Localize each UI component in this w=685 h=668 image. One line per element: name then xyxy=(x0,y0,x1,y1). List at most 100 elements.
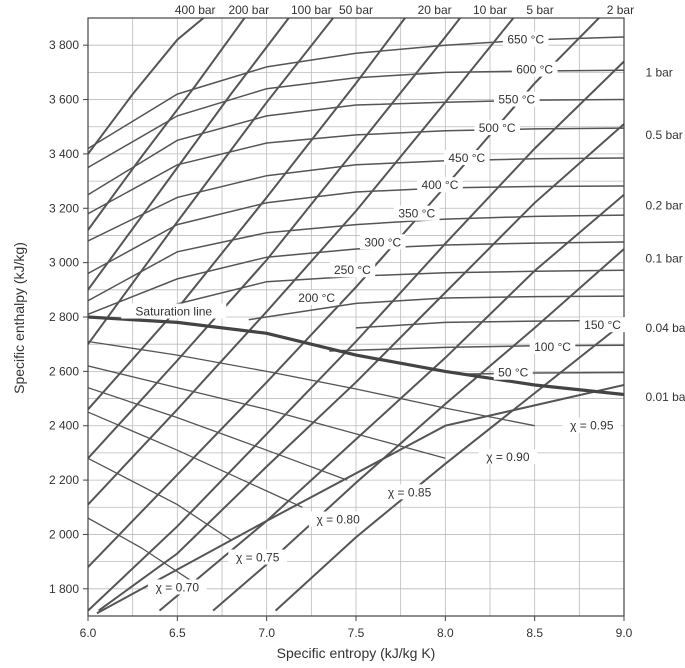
isotherm-label: 250 °C xyxy=(334,263,371,277)
chart-axes: 6.0 6.5 7.0 7.5 8.0 8.5 9.0 1 800 2 000 2 200 2 40… xyxy=(49,17,633,640)
isotherm-label-bg xyxy=(494,91,540,107)
isobar-label-bg xyxy=(169,1,222,17)
isotherm-label-bg xyxy=(329,262,376,278)
isobar-label-bg xyxy=(285,1,338,17)
isobar-line xyxy=(88,18,601,568)
x-tick-label: 8.0 xyxy=(437,626,454,640)
isobar-line xyxy=(212,248,624,612)
isobar-line xyxy=(274,321,624,612)
quality-label-bg xyxy=(380,484,439,500)
y-tick-label: 3 000 xyxy=(49,256,79,270)
isobar-line xyxy=(88,18,462,459)
isotherm-label-bg xyxy=(529,338,576,354)
isobar-label-bg xyxy=(333,1,379,17)
isotherm-label: 300 °C xyxy=(364,235,401,249)
quality-label: χ = 0.80 xyxy=(316,513,360,527)
y-tick-label: 3 200 xyxy=(49,201,79,215)
quality-line xyxy=(88,517,196,584)
isotherm-label: 50 °C xyxy=(498,366,528,380)
quality-label-bg xyxy=(228,549,288,565)
isotherm-label-bg xyxy=(502,31,549,47)
isobar-line xyxy=(88,18,407,411)
quality-label-bg xyxy=(147,579,207,595)
x-tick-label: 6.0 xyxy=(80,626,97,640)
isobar-label-bg xyxy=(467,1,513,17)
isotherm-label-bg xyxy=(511,61,558,77)
isobar-line xyxy=(88,18,290,291)
isobar-line xyxy=(88,18,206,155)
isobar-label: 100 bar xyxy=(291,3,332,17)
isobar-label: 0.1 bar xyxy=(645,252,682,266)
isobar-label: 2 bar xyxy=(607,3,634,17)
saturation-line-label-bg xyxy=(121,303,227,319)
isobar-line xyxy=(88,18,335,345)
isotherm-label: 350 °C xyxy=(398,207,435,221)
isotherm-line xyxy=(463,371,624,375)
isobar-label: 0.5 bar xyxy=(645,128,682,142)
y-tick-label: 3 800 xyxy=(49,38,79,52)
y-tick-label: 2 000 xyxy=(49,527,79,541)
isobar-line xyxy=(98,123,624,612)
quality-label: χ = 0.95 xyxy=(570,419,614,433)
y-tick-label: 3 600 xyxy=(49,93,79,107)
quality-line xyxy=(88,340,535,427)
y-tick-label: 3 400 xyxy=(49,147,79,161)
isobar-line xyxy=(96,384,624,615)
isotherm-label-bg xyxy=(393,205,440,221)
isotherm-line xyxy=(168,269,624,307)
isotherm-label: 600 °C xyxy=(516,63,553,77)
y-tick-label: 1 800 xyxy=(49,582,79,596)
isotherm-label-bg xyxy=(443,149,490,165)
isotherm-label: 450 °C xyxy=(448,151,485,165)
isobar-label: 1 bar xyxy=(645,65,672,79)
isotherm-label: 100 °C xyxy=(534,340,571,354)
isobar-label: 20 bar xyxy=(418,3,452,17)
isotherm-line xyxy=(329,344,624,352)
isobar-label: 5 bar xyxy=(526,3,553,17)
isobar-label-bg xyxy=(520,1,560,17)
quality-label: χ = 0.70 xyxy=(156,580,200,594)
isotherm-line xyxy=(88,185,624,275)
isobar-line xyxy=(158,193,624,612)
isobar-label: 0.04 bar xyxy=(645,321,685,335)
isotherm-label: 550 °C xyxy=(498,93,535,107)
isotherm-label-bg xyxy=(417,177,463,193)
quality-label: χ = 0.90 xyxy=(486,450,530,464)
x-tick-label: 7.0 xyxy=(258,626,275,640)
saturation-line xyxy=(88,315,624,397)
saturation-line-label: Saturation line xyxy=(135,305,212,319)
isobar-label: 200 bar xyxy=(228,3,269,17)
quality-label-bg xyxy=(562,417,622,433)
isotherm-line xyxy=(355,319,607,329)
isotherm-line xyxy=(88,127,624,215)
x-axis-label: Specific entropy (kJ/kg K) xyxy=(277,645,436,661)
isotherm-line xyxy=(248,295,624,321)
x-tick-label: 9.0 xyxy=(616,626,633,640)
y-tick-label: 2 200 xyxy=(49,473,79,487)
isobar-label-bg xyxy=(600,1,640,17)
y-tick-label: 2 600 xyxy=(49,364,79,378)
isobar-label: 50 bar xyxy=(339,3,373,17)
isobar-line xyxy=(88,18,515,506)
curve-labels: 400 bar 200 bar 100 bar 50 bar 20 bar 10 bar 5… xyxy=(121,1,685,595)
isotherm-label-bg xyxy=(293,289,340,305)
y-axis-label: Specific enthalpy (kJ/kg) xyxy=(11,242,27,394)
x-tick-label: 8.5 xyxy=(526,626,543,640)
isotherm-label-bg xyxy=(493,364,533,380)
isotherm-label: 400 °C xyxy=(422,178,459,192)
quality-line xyxy=(88,411,303,508)
quality-label: χ = 0.85 xyxy=(388,485,432,499)
isotherm-label: 200 °C xyxy=(298,291,335,305)
isobar-label-bg xyxy=(411,1,458,17)
quality-line xyxy=(88,387,348,481)
isobar-line xyxy=(88,18,246,231)
isobar-label: 0.01 bar xyxy=(645,390,685,404)
isotherm-label: 150 °C xyxy=(584,318,621,332)
quality-label-bg xyxy=(308,511,368,527)
isotherm-line xyxy=(88,214,624,302)
isobar-label-bg xyxy=(222,1,275,17)
x-tick-label: 6.5 xyxy=(169,626,186,640)
quality-label-bg xyxy=(478,448,538,464)
